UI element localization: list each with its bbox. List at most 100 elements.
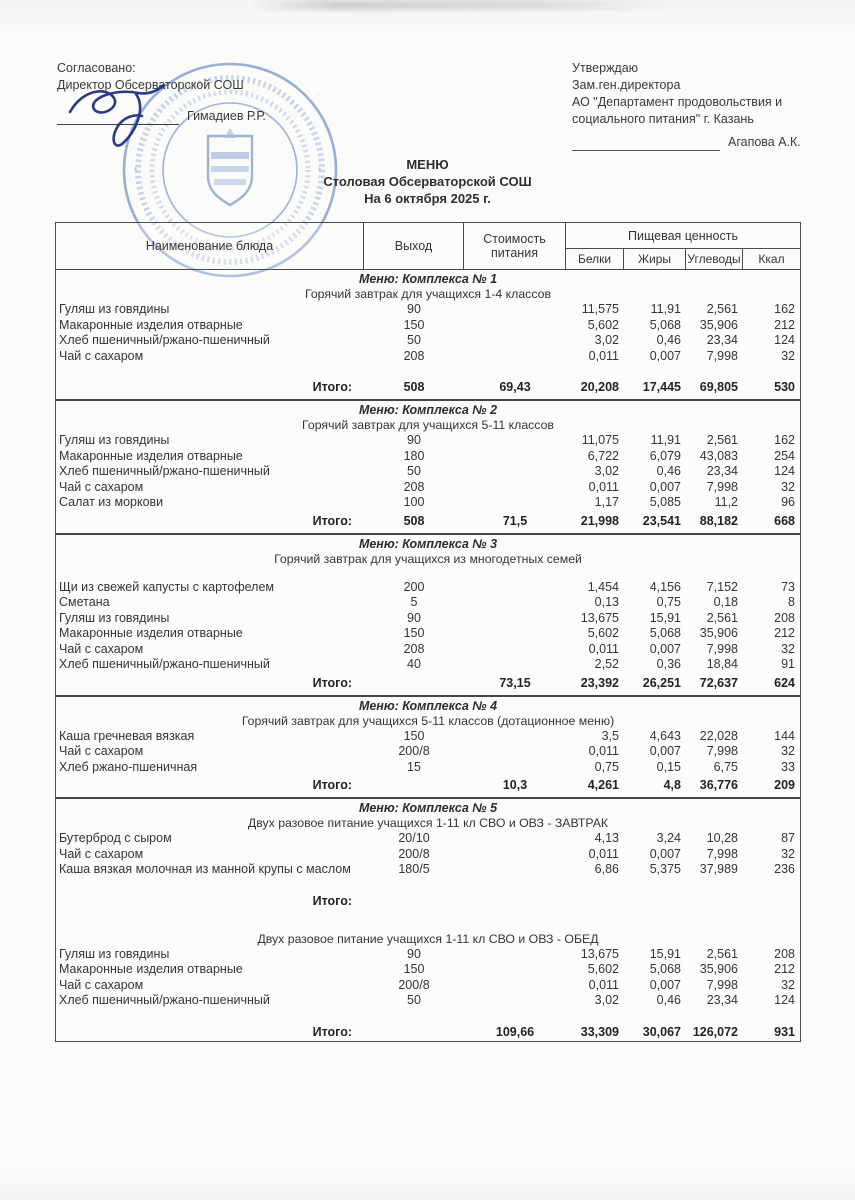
dish-kcal: 87 [781,831,795,845]
dish-row: Хлеб пшеничный/ржано-пшеничный 50 3,02 0,46… [56,993,800,1009]
header-kcal: Ккал [758,252,785,266]
director-signature-icon [68,83,166,147]
dish-carbs: 35,906 [699,317,738,332]
dish-row: Салат из моркови 100 1,17 5,085 11,2 96 [56,495,800,511]
totals-cost: 71,5 [502,513,528,528]
dish-row: Бутерброд с сыром 20/10 4,13 3,24 10,28 87 [56,831,800,847]
section-subtitle: Горячий завтрак для учащихся 5-11 классо… [241,713,615,728]
dish-row: Чай с сахаром 208 0,011 0,007 7,998 32 [56,349,800,365]
dish-carbs: 37,989 [699,862,738,876]
dish-protein: 1,17 [594,495,619,509]
totals-output: 508 [403,380,425,394]
dish-output: 5 [410,595,418,609]
menu-section: Меню: Комплекса № 5 Двух разовое питание … [56,799,800,910]
header-carbs: Углеводы [686,249,743,269]
totals-output [364,777,464,794]
dish-protein: 0,011 [588,479,619,494]
dish-cost [464,349,566,365]
dish-fat: 6,079 [649,448,681,463]
dish-protein: 0,011 [588,846,619,861]
dish-row: Макаронные изделия отварные 150 5,602 5,068… [56,626,800,642]
dish-kcal: 144 [774,728,795,743]
dish-cost [464,744,566,760]
dish-protein: 13,675 [580,946,619,961]
dish-kcal: 124 [774,993,795,1007]
dish-cost [464,449,566,465]
dish-kcal: 124 [774,333,795,347]
dish-fat: 5,068 [649,626,681,640]
dish-name: Чай с сахаром [59,348,144,363]
dish-fat: 5,068 [649,962,681,976]
dish-cost [464,433,566,449]
dish-name: Чай с сахаром [59,977,144,992]
dish-carbs: 7,998 [706,479,738,494]
dish-protein: 4,13 [594,831,619,845]
section-subtitle: Двух разовое питание учащихся 1-11 кл СВ… [257,931,599,946]
dish-name: Гуляш из говядины [59,946,170,961]
dish-carbs: 2,561 [706,433,738,447]
totals-carbs: 36,776 [699,778,738,792]
section-subtitle: Горячий завтрак для учащихся 1-4 классов [304,287,551,301]
dish-output: 150 [403,317,425,332]
dish-kcal: 254 [774,448,795,463]
dish-fat: 5,085 [649,495,681,509]
dish-protein: 5,602 [587,962,619,976]
table-header: Наименование блюда Выход Стоимость питан… [56,223,800,270]
header-cost: Стоимость питания [464,223,566,269]
totals-cost: 69,43 [499,380,531,394]
dish-kcal: 208 [774,610,795,625]
totals-kcal: 668 [774,513,795,528]
dish-name: Гуляш из говядины [59,610,170,625]
dish-kcal: 124 [774,464,795,478]
dish-cost [464,831,566,847]
dish-name: Чай с сахаром [59,641,144,656]
dish-carbs: 7,152 [706,579,738,594]
totals-output [364,1024,464,1041]
totals-protein: 20,208 [580,380,619,394]
dish-carbs: 2,561 [706,302,738,316]
dish-cost [464,580,566,596]
totals-fat: 30,067 [642,1024,681,1039]
section-subtitle: Двух разовое питание учащихся 1-11 кл СВ… [247,816,609,830]
totals-output: 508 [403,513,425,528]
title-line3: На 6 октября 2025 г. [364,191,491,206]
dish-cost [464,595,566,611]
dish-kcal: 212 [774,317,795,332]
totals-kcal: 931 [774,1024,795,1039]
dish-cost [464,760,566,776]
dish-row: Чай с сахаром 200/8 0,011 0,007 7,998 32 [56,744,800,760]
dish-carbs: 0,18 [713,595,738,609]
totals-fat [624,893,686,910]
totals-cost: 109,66 [495,1024,535,1039]
totals-label: Итого: [312,1024,352,1039]
dish-output: 180 [403,448,425,463]
dish-name: Каша гречневая вязкая [59,728,195,743]
dish-carbs: 35,906 [699,626,738,640]
dish-fat: 11,91 [650,302,681,316]
dish-fat: 0,15 [656,759,681,774]
dish-protein: 11,575 [581,302,619,316]
dish-row: Хлеб пшеничный/ржано-пшеничный 50 3,02 0,46… [56,464,800,480]
dish-row: Хлеб пшеничный/ржано-пшеничный 50 3,02 0,46… [56,333,800,349]
dish-output: 200/8 [398,846,430,861]
dish-name: Хлеб пшеничный/ржано-пшеничный [59,657,270,671]
dish-kcal: 208 [774,946,795,961]
dish-carbs: 7,998 [706,641,738,656]
scan-artifact [250,0,670,10]
svg-text:*: * [134,166,138,176]
dish-fat: 15,91 [649,610,681,625]
dish-name: Чай с сахаром [59,846,144,861]
totals-label: Итого: [312,778,352,792]
dish-kcal: 32 [781,977,795,992]
dish-fat: 0,36 [656,657,681,671]
totals-label: Итого: [312,380,352,394]
dish-kcal: 8 [788,595,795,609]
spacer [56,1009,800,1022]
dish-kcal: 212 [774,626,795,640]
dish-name: Макаронные изделия отварные [59,448,243,463]
totals-kcal: 530 [774,380,795,394]
dish-fat: 11,91 [650,433,681,447]
menu-table: Наименование блюда Выход Стоимость питан… [55,222,801,1042]
dish-row: Макаронные изделия отварные 150 5,602 5,068… [56,962,800,978]
